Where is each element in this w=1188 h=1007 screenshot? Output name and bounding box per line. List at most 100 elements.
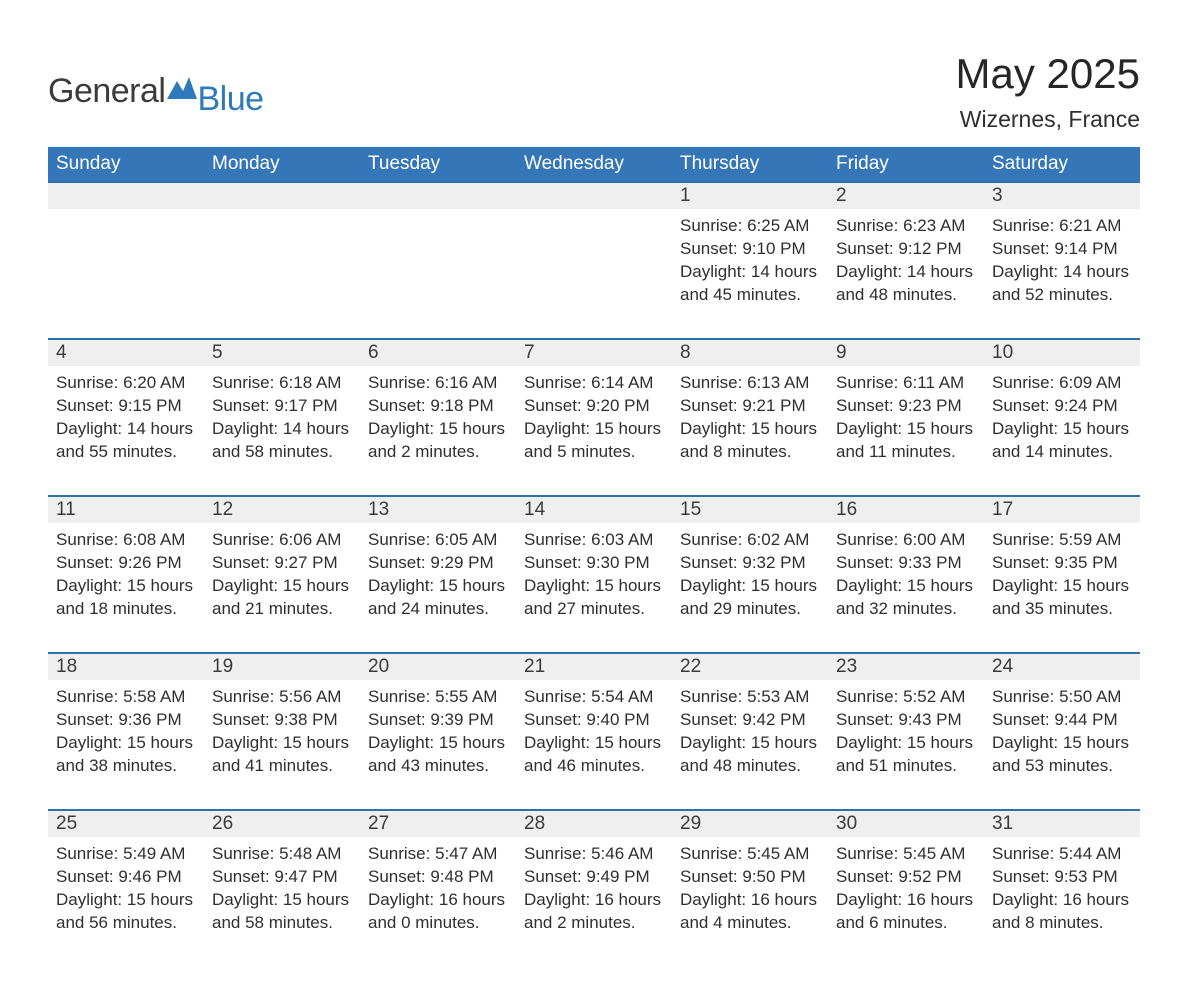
sunrise-line-label: Sunrise: (680, 844, 747, 863)
day-number-cell: 20 (360, 653, 516, 680)
day-cell: Sunrise: 5:50 AMSunset: 9:44 PMDaylight:… (984, 680, 1140, 810)
sunset-line: Sunset: 9:42 PM (680, 709, 820, 732)
sunrise-line-value: 5:50 AM (1059, 687, 1121, 706)
sunrise-line: Sunrise: 6:21 AM (992, 215, 1132, 238)
daylight-line: Daylight: 16 hours and 6 minutes. (836, 889, 976, 935)
sunset-line-value: 9:46 PM (118, 867, 181, 886)
daylight-line-label: Daylight: (524, 890, 595, 909)
sunrise-line-value: 6:00 AM (903, 530, 965, 549)
sunset-line-label: Sunset: (368, 867, 430, 886)
brand-word-2: Blue (197, 80, 263, 119)
day-number-cell: 13 (360, 496, 516, 523)
day-number-cell: 12 (204, 496, 360, 523)
daylight-line: Daylight: 14 hours and 45 minutes. (680, 261, 820, 307)
sunset-line-value: 9:17 PM (274, 396, 337, 415)
sunset-line: Sunset: 9:46 PM (56, 866, 196, 889)
day-cell: Sunrise: 5:49 AMSunset: 9:46 PMDaylight:… (48, 837, 204, 967)
sunset-line-value: 9:30 PM (586, 553, 649, 572)
sunrise-line-label: Sunrise: (56, 687, 123, 706)
daylight-line-label: Daylight: (56, 733, 127, 752)
daylight-line: Daylight: 15 hours and 8 minutes. (680, 418, 820, 464)
daylight-line: Daylight: 14 hours and 58 minutes. (212, 418, 352, 464)
sunrise-line: Sunrise: 5:54 AM (524, 686, 664, 709)
day-number-cell: 6 (360, 339, 516, 366)
calendar-table: Sunday Monday Tuesday Wednesday Thursday… (48, 147, 1140, 967)
location-label: Wizernes, France (956, 106, 1140, 133)
day-number-row: 25262728293031 (48, 810, 1140, 837)
daylight-line: Daylight: 15 hours and 5 minutes. (524, 418, 664, 464)
sunrise-line: Sunrise: 5:48 AM (212, 843, 352, 866)
day-number-cell: 29 (672, 810, 828, 837)
daylight-line-label: Daylight: (212, 890, 283, 909)
day-cell: Sunrise: 5:44 AMSunset: 9:53 PMDaylight:… (984, 837, 1140, 967)
sunrise-line: Sunrise: 5:45 AM (680, 843, 820, 866)
day-number-cell: 14 (516, 496, 672, 523)
brand-logo: General Blue (48, 50, 264, 119)
weekday-header: Thursday (672, 147, 828, 182)
sunrise-line-label: Sunrise: (680, 216, 747, 235)
day-cell: Sunrise: 6:05 AMSunset: 9:29 PMDaylight:… (360, 523, 516, 653)
daylight-line: Daylight: 15 hours and 53 minutes. (992, 732, 1132, 778)
day-number-cell: 10 (984, 339, 1140, 366)
daylight-line-label: Daylight: (680, 419, 751, 438)
daylight-line: Daylight: 15 hours and 11 minutes. (836, 418, 976, 464)
day-number-cell: 31 (984, 810, 1140, 837)
sunset-line-label: Sunset: (836, 553, 898, 572)
sunrise-line-label: Sunrise: (836, 216, 903, 235)
sunset-line-label: Sunset: (680, 553, 742, 572)
daylight-line: Daylight: 15 hours and 48 minutes. (680, 732, 820, 778)
sunrise-line: Sunrise: 6:06 AM (212, 529, 352, 552)
weekday-header: Sunday (48, 147, 204, 182)
daylight-line-label: Daylight: (836, 576, 907, 595)
sunset-line-value: 9:40 PM (586, 710, 649, 729)
sunrise-line-label: Sunrise: (680, 373, 747, 392)
daylight-line: Daylight: 15 hours and 14 minutes. (992, 418, 1132, 464)
sunrise-line: Sunrise: 6:02 AM (680, 529, 820, 552)
sunset-line-value: 9:53 PM (1054, 867, 1117, 886)
sunset-line: Sunset: 9:12 PM (836, 238, 976, 261)
sunset-line-label: Sunset: (836, 867, 898, 886)
sunrise-line: Sunrise: 5:47 AM (368, 843, 508, 866)
sunset-line-label: Sunset: (56, 867, 118, 886)
sunrise-line-value: 6:03 AM (591, 530, 653, 549)
sunset-line-label: Sunset: (836, 710, 898, 729)
daylight-line-label: Daylight: (368, 419, 439, 438)
sunrise-line-label: Sunrise: (368, 844, 435, 863)
sunset-line-label: Sunset: (56, 710, 118, 729)
sunrise-line-label: Sunrise: (524, 844, 591, 863)
sunrise-line-value: 6:05 AM (435, 530, 497, 549)
weekday-header: Friday (828, 147, 984, 182)
sunrise-line-value: 6:06 AM (279, 530, 341, 549)
day-cell (204, 209, 360, 339)
sunset-line-value: 9:18 PM (430, 396, 493, 415)
daylight-line-label: Daylight: (992, 262, 1063, 281)
sunset-line-value: 9:32 PM (742, 553, 805, 572)
sunrise-line-value: 5:58 AM (123, 687, 185, 706)
daylight-line-label: Daylight: (524, 576, 595, 595)
sunrise-line-label: Sunrise: (212, 373, 279, 392)
sunrise-line: Sunrise: 5:52 AM (836, 686, 976, 709)
header-row: General Blue May 2025 Wizernes, France (48, 50, 1140, 133)
sunrise-line: Sunrise: 6:00 AM (836, 529, 976, 552)
daylight-line: Daylight: 16 hours and 0 minutes. (368, 889, 508, 935)
sunset-line-label: Sunset: (680, 239, 742, 258)
daylight-line: Daylight: 15 hours and 38 minutes. (56, 732, 196, 778)
sunset-line: Sunset: 9:23 PM (836, 395, 976, 418)
sunset-line-label: Sunset: (836, 396, 898, 415)
day-number-cell (516, 182, 672, 209)
sunrise-line-label: Sunrise: (368, 373, 435, 392)
daylight-line: Daylight: 15 hours and 56 minutes. (56, 889, 196, 935)
day-cell: Sunrise: 5:55 AMSunset: 9:39 PMDaylight:… (360, 680, 516, 810)
day-cell: Sunrise: 6:09 AMSunset: 9:24 PMDaylight:… (984, 366, 1140, 496)
day-number-cell (48, 182, 204, 209)
sunrise-line-label: Sunrise: (836, 844, 903, 863)
daylight-line: Daylight: 15 hours and 43 minutes. (368, 732, 508, 778)
brand-peak-icon (165, 77, 199, 106)
sunrise-line: Sunrise: 5:55 AM (368, 686, 508, 709)
day-number-cell: 4 (48, 339, 204, 366)
day-cell: Sunrise: 6:25 AMSunset: 9:10 PMDaylight:… (672, 209, 828, 339)
day-cell: Sunrise: 6:08 AMSunset: 9:26 PMDaylight:… (48, 523, 204, 653)
day-number-cell: 8 (672, 339, 828, 366)
day-number-cell: 16 (828, 496, 984, 523)
sunrise-line-value: 5:45 AM (747, 844, 809, 863)
